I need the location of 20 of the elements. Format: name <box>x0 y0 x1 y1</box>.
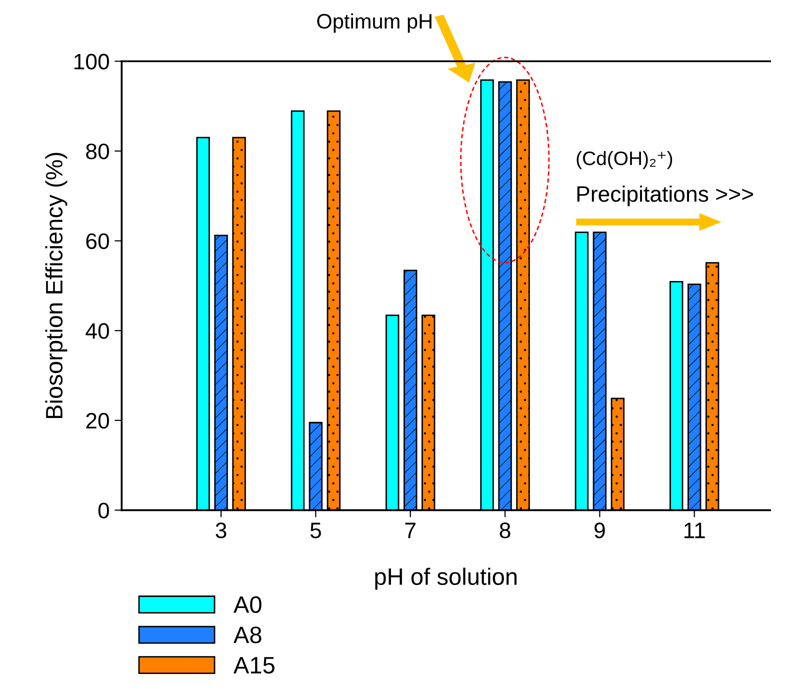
x-tick-label: 7 <box>405 522 416 538</box>
y-tick-label: 0 <box>98 502 109 518</box>
y-tick-label: 60 <box>86 233 110 250</box>
legend-label: A0 <box>233 596 262 614</box>
x-tick-label: 11 <box>684 522 705 538</box>
y-axis-title: Biosorption Efficiency (%) <box>45 152 68 418</box>
x-tick-label: 3 <box>216 522 226 538</box>
y-tick-label: 20 <box>86 412 110 429</box>
y-tick-label: 40 <box>86 323 110 339</box>
y-tick-label: 100 <box>74 54 110 70</box>
x-tick-label: 8 <box>500 522 510 538</box>
text: Optimum pH <box>317 13 432 33</box>
x-tick-label: 9 <box>594 522 605 538</box>
x-tick-label: 5 <box>310 522 321 538</box>
x-axis-title: pH of solution <box>375 568 517 590</box>
legend-label: A15 <box>233 657 274 674</box>
annotation: (Cd(OH)₂⁺) <box>576 150 672 170</box>
annotation: Precipitations >>> <box>577 186 753 206</box>
legend-label: A8 <box>233 626 262 644</box>
y-tick-label: 80 <box>86 144 110 160</box>
